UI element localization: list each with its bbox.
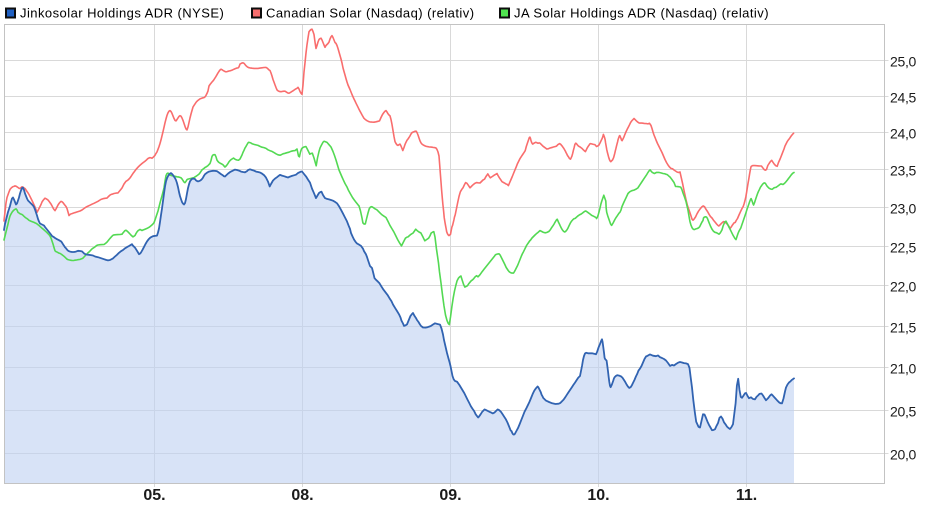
svg-text:23,5: 23,5: [890, 163, 917, 179]
svg-text:JA Solar Holdings ADR (Nasdaq): JA Solar Holdings ADR (Nasdaq) (relativ): [514, 6, 769, 21]
svg-text:21,0: 21,0: [890, 361, 917, 377]
svg-text:09.: 09.: [439, 487, 461, 504]
svg-text:10.: 10.: [587, 487, 609, 504]
svg-text:21,5: 21,5: [890, 320, 917, 336]
svg-text:24,5: 24,5: [890, 90, 917, 106]
svg-text:20,0: 20,0: [890, 447, 917, 463]
svg-text:08.: 08.: [291, 487, 313, 504]
svg-text:05.: 05.: [143, 487, 165, 504]
svg-text:24,0: 24,0: [890, 126, 917, 142]
svg-text:11.: 11.: [736, 487, 757, 504]
svg-text:23,0: 23,0: [890, 201, 917, 217]
svg-text:Canadian Solar (Nasdaq) (relat: Canadian Solar (Nasdaq) (relativ): [266, 6, 475, 21]
svg-text:25,0: 25,0: [890, 54, 917, 70]
svg-text:22,0: 22,0: [890, 279, 917, 295]
svg-text:22,5: 22,5: [890, 240, 917, 256]
svg-text:20,5: 20,5: [890, 404, 917, 420]
svg-text:Jinkosolar Holdings ADR (NYSE): Jinkosolar Holdings ADR (NYSE): [20, 6, 224, 21]
